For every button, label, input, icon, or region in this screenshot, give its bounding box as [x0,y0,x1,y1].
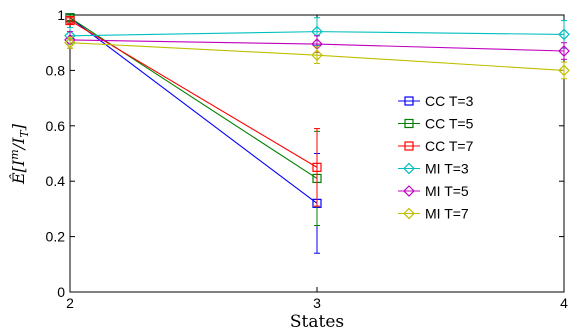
legend-item: MI T=7 [398,206,469,222]
data-point [312,162,322,172]
legend-label: MI T=5 [425,183,469,199]
legend-marker [403,207,415,220]
y-tick-label: 0 [57,284,65,300]
y-axis-title: Ê[Im/IT] [8,123,31,185]
legend: CC T=3 CC T=5 CC T=7 MI T=3 MI T=5 MI T=7 [398,93,474,222]
legend-item: CC T=5 [398,116,474,132]
legend-label: CC T=3 [425,93,474,109]
legend-marker [404,141,414,151]
y-tick-label: 0.2 [46,229,66,245]
data-point [558,45,570,57]
y-tick-label: 1 [57,7,65,23]
legend-label: CC T=7 [425,138,474,154]
data-point [65,15,75,26]
svg-text:Ê[Im/IT]: Ê[Im/IT] [8,123,31,185]
legend-label: MI T=3 [425,161,469,177]
legend-item: MI T=3 [398,161,469,177]
legend-marker [404,118,414,129]
data-point [558,28,570,41]
legend-marker [403,185,415,197]
data-point [558,64,570,77]
x-tick-label: 3 [313,295,321,311]
x-tick-label: 4 [560,295,568,311]
data-point [311,49,323,62]
x-tick-label: 2 [66,295,74,311]
legend-item: MI T=5 [398,183,469,199]
legend-item: CC T=3 [398,93,474,109]
legend-marker [403,162,415,175]
y-tick-label: 0.8 [46,62,66,78]
series-line [69,17,318,204]
legend-label: CC T=5 [425,116,474,132]
y-tick-label: 0.4 [46,173,66,189]
x-axis-title: States [290,312,344,331]
data-point [64,36,76,49]
series-mi-t-7 [64,36,570,80]
y-tick-label: 0.6 [46,118,66,134]
series-layer [64,13,570,254]
axis-ticks: 0 0.2 0.4 0.6 0.8 1 2 3 4 [46,7,569,311]
legend-item: CC T=7 [398,138,474,154]
legend-label: MI T=7 [425,206,469,222]
legend-marker [404,96,414,106]
